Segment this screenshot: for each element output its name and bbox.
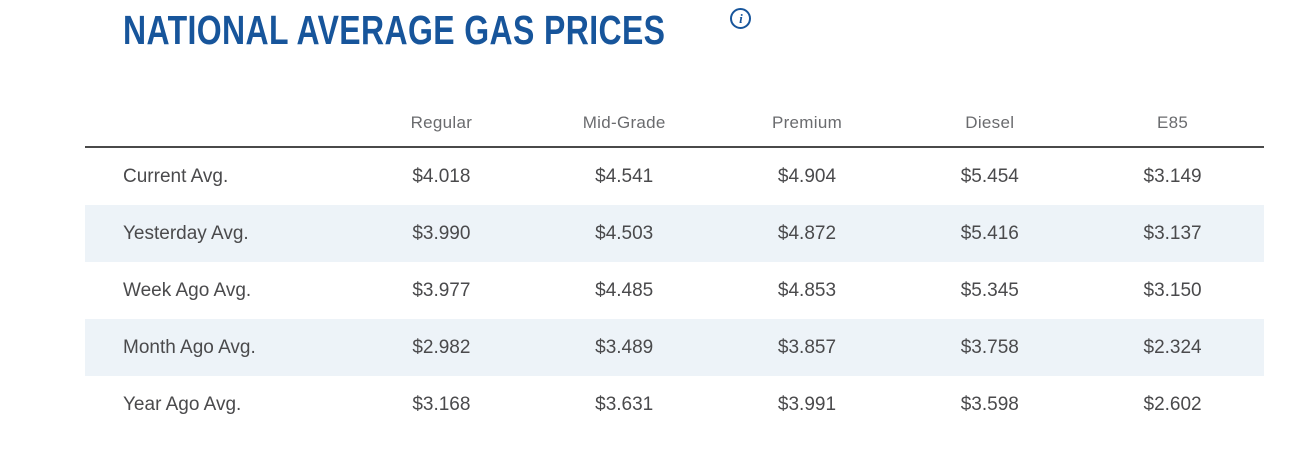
column-header-e85: E85 [1157, 113, 1189, 132]
price-cell: $3.991 [777, 393, 837, 415]
table-header-row: Regular Mid-Grade Premium Diesel E85 [85, 100, 1264, 148]
price-cell: $3.977 [412, 279, 471, 301]
column-header-midgrade: Mid-Grade [582, 113, 666, 132]
table-row-week-ago-avg: Week Ago Avg. $3.977 $4.485 $4.853 $5.34… [85, 262, 1264, 319]
column-header-diesel: Diesel [965, 113, 1015, 132]
table-row-current-avg: Current Avg. $4.018 $4.541 $4.904 $5.454… [85, 148, 1264, 205]
price-cell: $4.904 [777, 165, 837, 187]
table-row-month-ago-avg: Month Ago Avg. $2.982 $3.489 $3.857 $3.7… [85, 319, 1264, 376]
price-cell: $3.149 [1143, 165, 1202, 187]
price-cell: $4.485 [595, 279, 654, 301]
price-cell: $3.168 [412, 393, 471, 415]
row-label: Year Ago Avg. [123, 393, 242, 415]
price-cell: $2.602 [1143, 393, 1202, 415]
price-cell: $2.324 [1143, 336, 1202, 358]
price-cell: $3.150 [1143, 279, 1202, 301]
price-cell: $3.857 [777, 336, 837, 358]
info-icon[interactable]: i [730, 8, 752, 29]
row-label: Month Ago Avg. [123, 336, 256, 358]
price-cell: $3.990 [412, 222, 471, 244]
price-cell: $3.758 [960, 336, 1019, 358]
table-body: Current Avg. $4.018 $4.541 $4.904 $5.454… [85, 148, 1264, 433]
price-cell: $3.489 [595, 336, 654, 358]
price-cell: $3.631 [595, 393, 654, 415]
page-title-row: NATIONAL AVERAGE GAS PRICES i [123, 7, 752, 53]
table-row-yesterday-avg: Yesterday Avg. $3.990 $4.503 $4.872 $5.4… [85, 205, 1264, 262]
row-label: Current Avg. [123, 165, 229, 187]
price-cell: $5.416 [960, 222, 1019, 244]
price-cell: $5.454 [960, 165, 1019, 187]
column-header-premium: Premium [771, 113, 843, 132]
price-cell: $4.018 [412, 165, 471, 187]
gas-prices-table: Regular Mid-Grade Premium Diesel E85 Cur… [85, 100, 1264, 433]
price-cell: $4.872 [777, 222, 837, 244]
table-row-year-ago-avg: Year Ago Avg. $3.168 $3.631 $3.991 $3.59… [85, 376, 1264, 433]
row-label: Week Ago Avg. [123, 279, 252, 301]
price-cell: $5.345 [960, 279, 1019, 301]
price-cell: $3.598 [960, 393, 1019, 415]
price-cell: $4.541 [595, 165, 654, 187]
column-header-regular: Regular [410, 113, 473, 132]
page-title: NATIONAL AVERAGE GAS PRICES [123, 7, 666, 53]
price-cell: $4.503 [595, 222, 654, 244]
price-cell: $4.853 [777, 279, 837, 301]
price-cell: $2.982 [412, 336, 471, 358]
row-label: Yesterday Avg. [123, 222, 249, 244]
price-cell: $3.137 [1143, 222, 1202, 244]
